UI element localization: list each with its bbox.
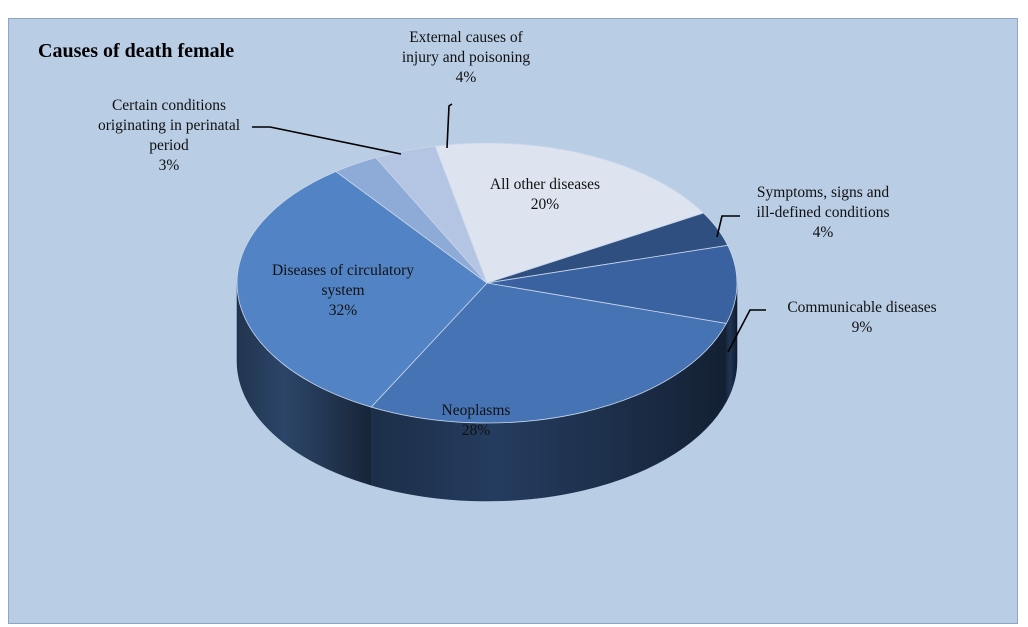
data-label-4: Diseases of circulatory system 32%	[272, 262, 414, 319]
data-label-text: system	[321, 282, 364, 299]
data-label-6: External causes of injury and poisoning 4%	[402, 29, 531, 86]
data-label-value: 3%	[159, 157, 180, 174]
data-label-text: Certain conditions	[112, 97, 226, 114]
data-label-text: ill-defined conditions	[756, 204, 889, 221]
leader-line-communicable	[727, 309, 766, 353]
data-label-0: All other diseases 20%	[490, 176, 600, 213]
data-label-text: injury and poisoning	[402, 49, 531, 66]
data-label-text: External causes of	[409, 29, 523, 46]
pie-slice-diseases-of-circulatory-system	[236, 171, 488, 408]
data-label-text: All other diseases	[490, 176, 600, 193]
data-label-value: 4%	[456, 69, 477, 86]
data-label-text: Diseases of circulatory	[272, 262, 414, 279]
pie-slice-all-other-diseases	[434, 142, 705, 284]
leader-lines	[252, 103, 766, 353]
pie-side-shade-3	[371, 323, 727, 502]
data-label-value: 28%	[462, 422, 491, 439]
pie-side-shade-4	[237, 283, 372, 486]
data-labels: All other diseases 20% Symptoms, signs and…	[98, 29, 937, 439]
leader-line-external-causes	[446, 103, 453, 149]
data-label-text: Neoplasms	[442, 402, 511, 419]
data-label-text: period	[149, 137, 189, 154]
data-label-1: Symptoms, signs and ill-defined condition…	[756, 184, 889, 241]
leader-line-perinatal	[252, 126, 402, 155]
chart-title: Causes of death female	[38, 40, 234, 62]
pie-slice-communicable-diseases	[486, 244, 738, 324]
data-label-value: 32%	[329, 302, 358, 319]
data-label-3: Neoplasms 28%	[442, 402, 511, 439]
data-label-value: 4%	[813, 224, 834, 241]
data-label-text: Communicable diseases	[787, 299, 936, 316]
data-label-text: originating in perinatal	[98, 117, 240, 134]
pie-side-shade-2	[726, 283, 737, 402]
data-label-value: 20%	[531, 196, 560, 213]
pie-slice-neoplasms	[370, 282, 727, 424]
pie-slices	[236, 142, 738, 424]
data-label-2: Communicable diseases 9%	[787, 299, 936, 336]
data-label-text: Symptoms, signs and	[757, 184, 889, 201]
leader-line-symptoms	[716, 215, 740, 238]
data-label-5: Certain conditions originating in perinat…	[98, 97, 240, 174]
pie-slice-external-causes-of-injury-and-poisoning	[375, 145, 488, 284]
data-label-value: 9%	[852, 319, 873, 336]
